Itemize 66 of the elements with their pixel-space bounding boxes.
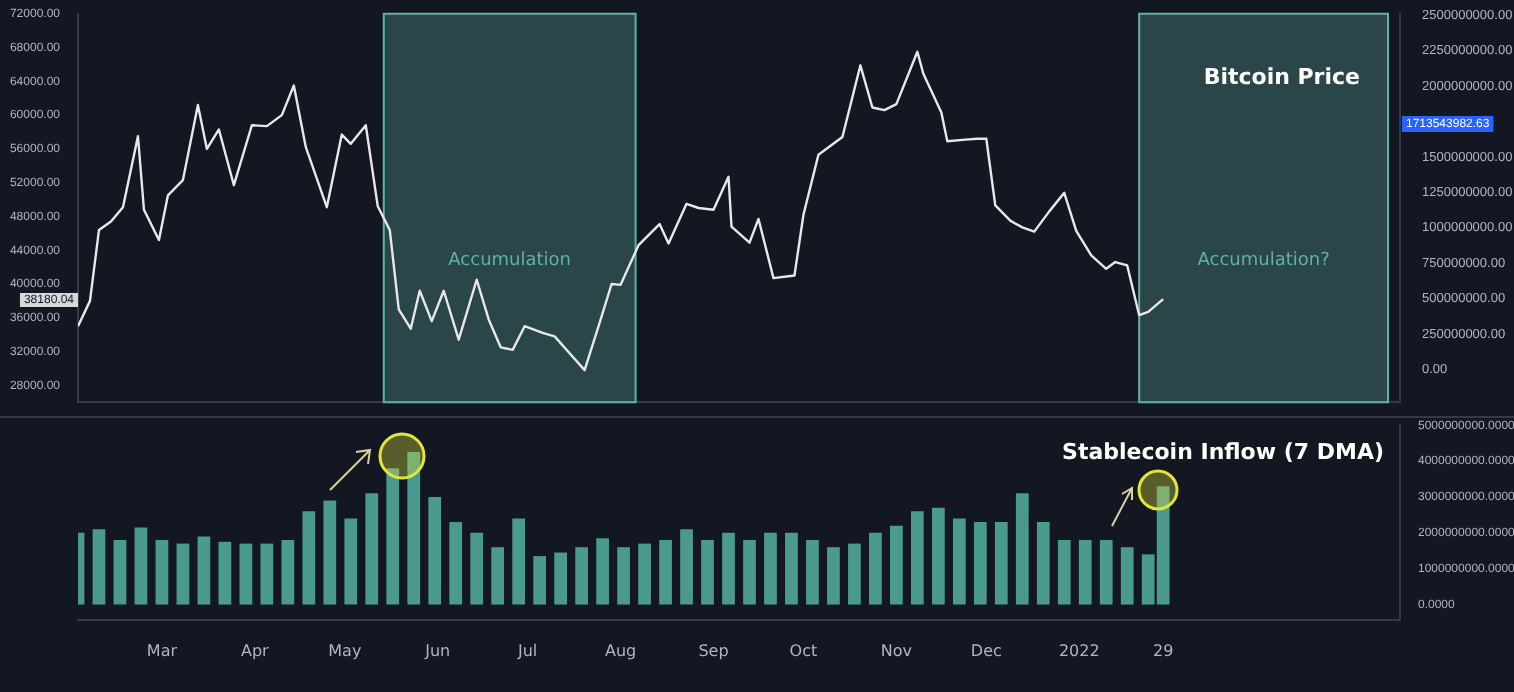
bar: [113, 540, 127, 605]
x-tick-label: Aug: [604, 641, 637, 660]
bar: [806, 540, 819, 605]
x-tick-label: Nov: [880, 641, 913, 660]
bar: [491, 547, 505, 605]
band-label: Accumulation: [448, 251, 571, 272]
bar: [239, 543, 253, 605]
bar: [260, 543, 274, 605]
bar: [911, 511, 924, 605]
bar: [470, 532, 484, 605]
bar: [218, 541, 232, 605]
bar: [617, 547, 630, 605]
x-tick-label: Mar: [146, 641, 179, 660]
bar: [386, 468, 400, 605]
x-tick-label: 2022: [1058, 641, 1100, 660]
bar: [638, 543, 651, 605]
x-tick-label: Dec: [970, 641, 1002, 660]
bar: [869, 532, 882, 605]
bar: [407, 452, 421, 605]
x-tick-label: Jul: [516, 641, 538, 660]
bar: [92, 529, 106, 605]
bar: [281, 540, 295, 605]
text: Stablecoin Inflow (7 DMA): [1062, 438, 1384, 465]
bar: [827, 547, 840, 605]
bar: [743, 540, 756, 605]
bar: [659, 540, 672, 605]
bar: [554, 552, 568, 605]
x-tick-label: May: [328, 641, 362, 660]
bar: [176, 543, 190, 605]
bar: [931, 507, 945, 605]
x-tick-label: Sep: [698, 641, 729, 660]
band-label: Accumulation?: [1197, 251, 1331, 272]
text: Bitcoin Price: [1203, 63, 1360, 90]
bar: [848, 543, 861, 605]
bar: [155, 540, 169, 605]
bar: [994, 522, 1008, 605]
bar: [533, 556, 547, 605]
bar: [575, 547, 588, 605]
bar: [1078, 540, 1092, 605]
bar: [197, 536, 211, 605]
bar: [428, 496, 442, 605]
bar: [323, 500, 337, 605]
bar: [785, 532, 798, 605]
bar: [973, 522, 987, 605]
bar: [701, 540, 714, 605]
x-tick-label: Oct: [789, 641, 818, 660]
bar: [952, 518, 966, 605]
bar: [512, 518, 526, 605]
bar: [680, 529, 693, 605]
bar: [365, 493, 379, 605]
bar: [449, 522, 463, 605]
x-tick-label: 29: [1152, 641, 1174, 660]
bar: [1057, 540, 1071, 605]
bar: [1015, 493, 1029, 605]
bar: [764, 532, 777, 605]
bar: [1036, 522, 1050, 605]
bar: [134, 527, 148, 605]
bar: [596, 538, 609, 605]
bar: [1120, 547, 1134, 605]
bar: [890, 525, 903, 605]
x-tick-label: Apr: [241, 641, 271, 660]
bar: [302, 511, 316, 605]
bar: [1099, 540, 1113, 605]
bar: [344, 518, 358, 605]
x-tick-label: Jun: [423, 641, 451, 660]
bar: [722, 532, 735, 605]
